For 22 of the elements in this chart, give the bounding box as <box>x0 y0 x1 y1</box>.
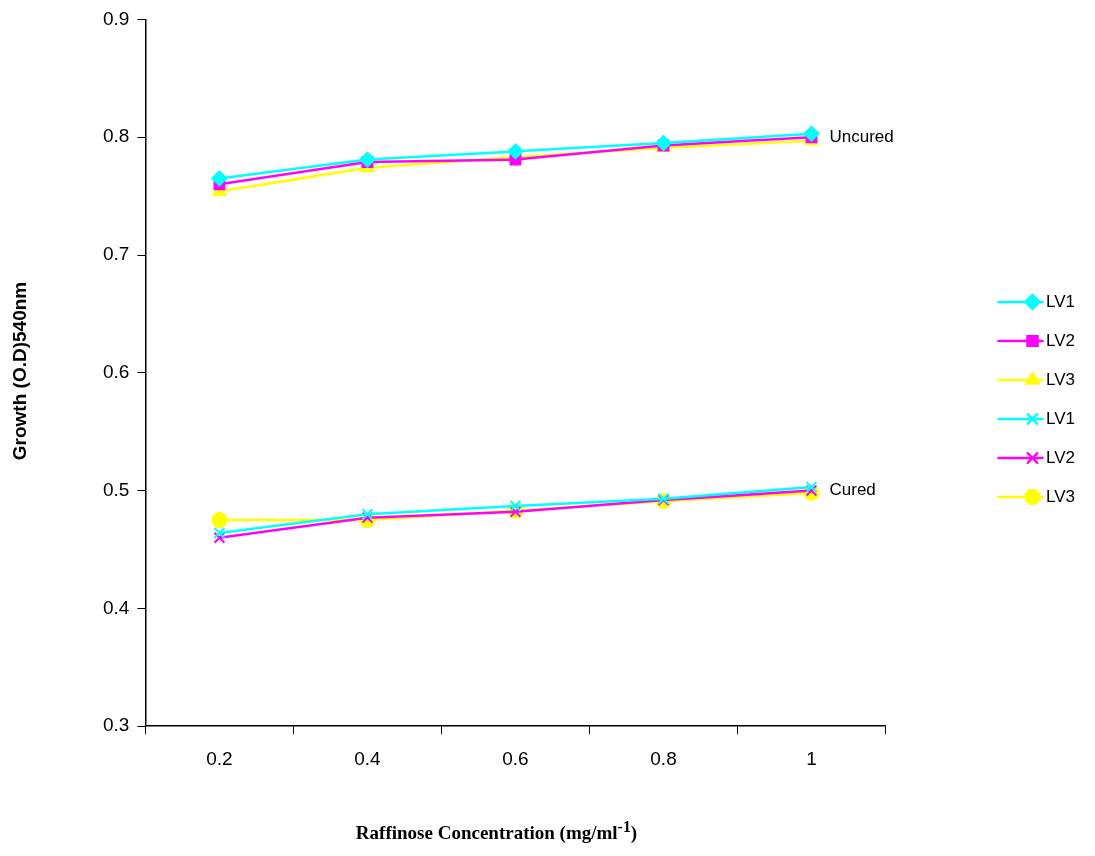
y-tick-label: 0.3 <box>102 714 130 736</box>
legend-label: LV3 <box>1046 486 1076 506</box>
y-tick-label: 0.6 <box>102 361 130 383</box>
annotation: Cured <box>829 480 876 500</box>
x-tick-label: 1 <box>806 747 817 769</box>
y-tick-label: 0.5 <box>102 478 130 500</box>
x-tick-label: 0.6 <box>502 747 529 769</box>
legend-label: LV2 <box>1046 330 1076 350</box>
x-axis-title: Raffinose Concentration (mg/ml$^{-1}$) <box>354 818 639 845</box>
y-tick-label: 0.4 <box>102 596 130 618</box>
y-tick-label: 0.8 <box>102 125 130 147</box>
x-tick-label: 0.8 <box>650 747 677 769</box>
y-axis-title: Growth (O.D)540nm <box>9 280 31 463</box>
annotation: Uncured <box>829 126 894 146</box>
x-tick-label: 0.4 <box>354 747 382 769</box>
legend-label: LV2 <box>1046 447 1076 467</box>
legend-label: LV1 <box>1046 291 1076 311</box>
y-tick-label: 0.7 <box>102 243 130 265</box>
legend-label: LV1 <box>1046 408 1076 428</box>
y-tick-label: 0.9 <box>102 7 130 29</box>
legend-label: LV3 <box>1046 369 1076 389</box>
x-tick-label: 0.2 <box>206 747 233 769</box>
